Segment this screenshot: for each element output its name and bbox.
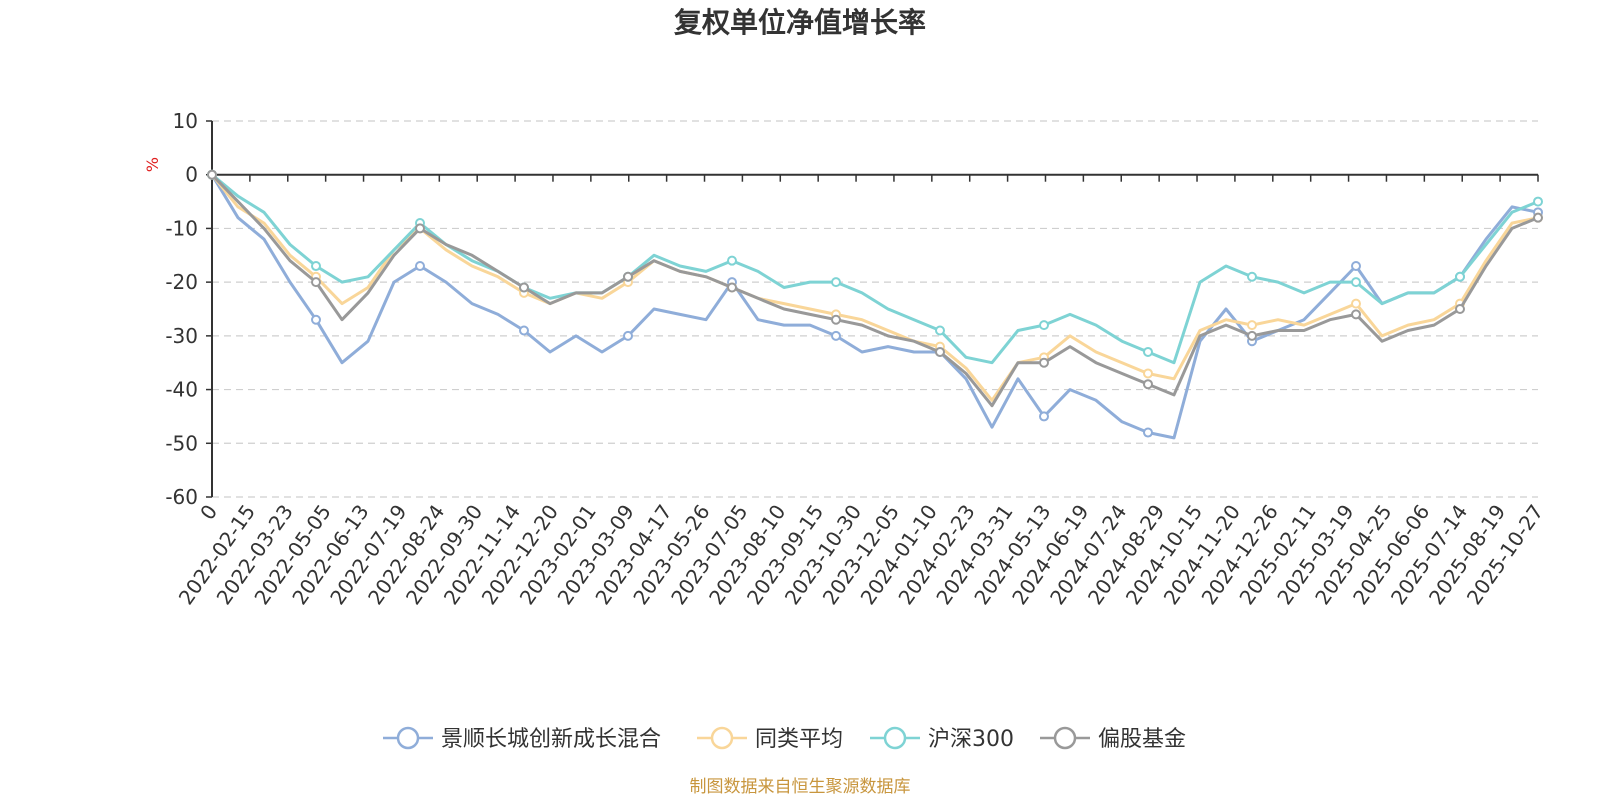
data-point <box>831 277 841 288</box>
source-note: 制图数据来自恒生聚源数据库 <box>690 777 911 797</box>
y-tick-label: -40 <box>165 378 198 402</box>
data-point <box>1039 411 1049 422</box>
data-point <box>623 330 633 341</box>
y-tick-label: -10 <box>165 216 198 240</box>
x-tick-label: 0 <box>195 500 222 524</box>
y-tick-label: -60 <box>165 485 198 509</box>
data-point <box>1455 304 1465 314</box>
data-point <box>1351 277 1361 288</box>
legend-marker <box>1053 726 1077 750</box>
data-point <box>1143 379 1153 390</box>
legend-label: 同类平均 <box>755 727 843 752</box>
data-point <box>415 261 425 272</box>
data-point <box>415 223 425 234</box>
y-tick-label: -50 <box>165 431 198 455</box>
data-point <box>1533 212 1543 223</box>
data-point <box>1039 357 1049 368</box>
series-line-3 <box>210 173 1539 408</box>
legend-marker <box>883 726 907 750</box>
series-line-2 <box>211 173 1539 365</box>
data-point <box>519 282 529 293</box>
data-point <box>727 282 737 293</box>
data-point <box>207 169 217 180</box>
data-point <box>1533 196 1543 207</box>
data-point <box>311 261 321 272</box>
data-point <box>831 314 841 325</box>
data-point <box>1039 320 1049 331</box>
y-axis-unit-label: % <box>143 157 162 172</box>
data-point <box>1351 298 1361 309</box>
data-point <box>1247 320 1257 331</box>
legend-label: 偏股基金 <box>1098 727 1186 752</box>
data-point <box>623 271 633 282</box>
legend-marker <box>396 726 420 750</box>
data-point <box>1143 346 1153 357</box>
legend-label: 沪深300 <box>928 727 1014 752</box>
y-tick-label: -30 <box>165 324 198 348</box>
data-point <box>311 314 321 325</box>
y-tick-label: 0 <box>185 163 198 187</box>
data-point <box>1247 330 1257 341</box>
legend-marker <box>710 726 734 750</box>
data-point <box>727 255 737 266</box>
data-point <box>1351 309 1361 320</box>
series-line-1 <box>210 173 1539 402</box>
data-point <box>935 325 945 336</box>
data-point <box>1143 427 1153 438</box>
data-point <box>1143 368 1153 379</box>
chart-title: 复权单位净值增长率 <box>674 6 926 39</box>
data-point <box>935 346 945 357</box>
y-tick-label: -20 <box>165 270 198 294</box>
legend-label: 景顺长城创新成长混合 <box>441 727 661 752</box>
data-point <box>1351 261 1361 272</box>
data-point <box>311 277 321 288</box>
y-tick-label: 10 <box>173 109 198 133</box>
data-point <box>1455 271 1465 282</box>
series-line-0 <box>210 173 1539 440</box>
data-point <box>1247 271 1257 282</box>
data-point <box>519 325 529 336</box>
data-point <box>831 330 841 341</box>
